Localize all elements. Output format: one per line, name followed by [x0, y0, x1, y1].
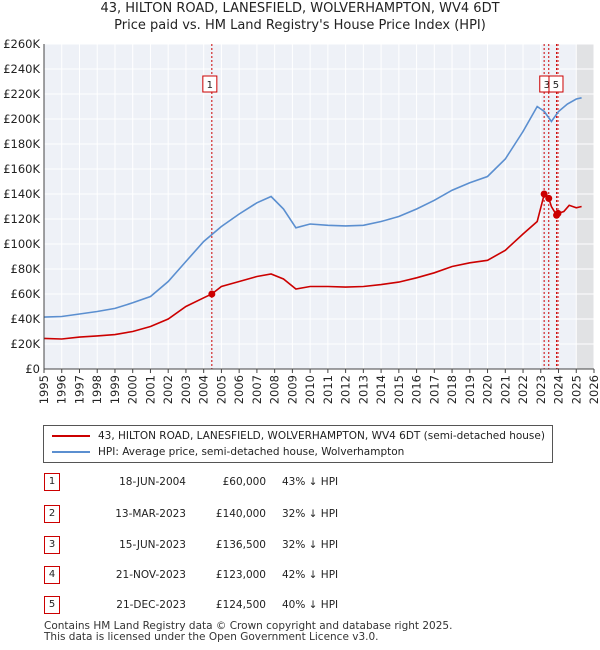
x-tick-label: 2013: [356, 375, 370, 404]
x-tick-label: 2020: [481, 375, 495, 404]
sale-date: 21-DEC-2023: [116, 599, 186, 611]
chart-title: 43, HILTON ROAD, LANESFIELD, WOLVERHAMPT…: [100, 1, 500, 16]
sale-label-box: 5: [548, 75, 564, 93]
x-tick-label: 2010: [303, 375, 317, 404]
sale-date: 18-JUN-2004: [119, 476, 186, 488]
x-tick-label: 1995: [37, 375, 51, 404]
x-tick-label: 2015: [392, 375, 406, 404]
x-tick-label: 2017: [427, 375, 441, 404]
x-tick-label: 2011: [321, 375, 335, 404]
x-tick-label: 1996: [55, 375, 69, 404]
sale-hpi-diff: 43% ↓ HPI: [282, 476, 339, 488]
sale-point: [208, 290, 216, 298]
sale-price: £60,000: [222, 476, 266, 488]
sale-number-badge: 3: [44, 536, 60, 554]
legend-item-hpi: HPI: Average price, semi-detached house,…: [52, 444, 404, 460]
sale-label-box: 1: [202, 75, 218, 93]
x-tick-label: 1997: [72, 375, 86, 404]
sale-price: £124,500: [215, 599, 266, 611]
sale-hpi-diff: 32% ↓ HPI: [282, 508, 339, 520]
y-tick-label: £60K: [11, 287, 41, 301]
sale-date: 21-NOV-2023: [115, 569, 186, 581]
x-tick-label: 2023: [534, 375, 548, 404]
x-tick-label: 2008: [268, 375, 282, 404]
sale-label-text: 3: [544, 80, 550, 91]
sale-point: [545, 194, 553, 202]
sale-hpi-diff: 40% ↓ HPI: [282, 599, 339, 611]
sale-label-text: 5: [553, 80, 559, 91]
legend-label-property: 43, HILTON ROAD, LANESFIELD, WOLVERHAMPT…: [98, 430, 545, 442]
x-tick-label: 2001: [143, 375, 157, 404]
sale-hpi-diff: 42% ↓ HPI: [282, 569, 339, 581]
sale-price: £136,500: [215, 539, 266, 551]
y-tick-label: £240K: [3, 62, 40, 76]
table-row: 5 21-DEC-2023 £124,500 40% ↓ HPI: [0, 596, 600, 614]
table-row: 4 21-NOV-2023 £123,000 42% ↓ HPI: [0, 566, 600, 584]
x-tick-label: 2024: [552, 375, 566, 404]
sale-hpi-diff: 32% ↓ HPI: [282, 539, 339, 551]
sale-price: £140,000: [215, 508, 266, 520]
x-tick-label: 2025: [569, 375, 583, 404]
x-tick-label: 2002: [161, 375, 175, 404]
x-tick-label: 2014: [374, 375, 388, 404]
sale-number-badge: 2: [44, 505, 60, 523]
sale-price: £123,000: [215, 569, 266, 581]
x-tick-label: 2018: [445, 375, 459, 404]
y-tick-label: £260K: [3, 37, 40, 51]
y-tick-label: £220K: [3, 87, 40, 101]
x-tick-label: 2007: [250, 375, 264, 404]
y-tick-label: £20K: [11, 337, 41, 351]
x-tick-label: 2009: [285, 375, 299, 404]
y-tick-label: £200K: [3, 112, 40, 126]
legend: 43, HILTON ROAD, LANESFIELD, WOLVERHAMPT…: [43, 425, 553, 463]
x-tick-label: 2019: [463, 375, 477, 404]
y-tick-label: £40K: [11, 312, 41, 326]
table-row: 1 18-JUN-2004 £60,000 43% ↓ HPI: [0, 473, 600, 491]
y-tick-label: £100K: [3, 237, 40, 251]
legend-swatch-hpi: [52, 451, 90, 453]
table-row: 2 13-MAR-2023 £140,000 32% ↓ HPI: [0, 505, 600, 523]
footer-licence: This data is licensed under the Open Gov…: [44, 631, 379, 643]
sale-number-badge: 5: [44, 596, 60, 614]
x-tick-label: 2022: [516, 375, 530, 404]
legend-swatch-property: [52, 435, 90, 437]
x-tick-label: 1998: [90, 375, 104, 404]
chart-subtitle: Price paid vs. HM Land Registry's House …: [114, 18, 486, 33]
sale-number-badge: 4: [44, 566, 60, 584]
sale-date: 13-MAR-2023: [115, 508, 186, 520]
legend-label-hpi: HPI: Average price, semi-detached house,…: [98, 446, 405, 458]
x-tick-label: 1999: [108, 375, 122, 404]
x-tick-label: 2005: [214, 375, 228, 404]
sale-label-border: [202, 75, 218, 93]
legend-item-property: 43, HILTON ROAD, LANESFIELD, WOLVERHAMPT…: [52, 428, 545, 444]
table-row: 3 15-JUN-2023 £136,500 32% ↓ HPI: [0, 536, 600, 554]
y-tick-label: £0: [25, 362, 40, 376]
x-tick-label: 2021: [498, 375, 512, 404]
y-tick-label: £160K: [3, 162, 40, 176]
sale-label-text: 1: [207, 80, 213, 91]
sale-point: [554, 209, 562, 217]
footer: Contains HM Land Registry data © Crown c…: [44, 621, 452, 643]
sale-point: [540, 190, 548, 198]
x-tick-label: 2006: [232, 375, 246, 404]
y-tick-label: £180K: [3, 137, 40, 151]
price-chart: £0 £20K £40K £60K £80K £100K £120K £140K £160K £1…: [3, 37, 600, 404]
sale-number-badge: 1: [44, 473, 60, 491]
y-tick-label: £140K: [3, 187, 40, 201]
plot-area: [44, 44, 594, 369]
x-tick-label: 2004: [197, 375, 211, 404]
x-tick-label: 2016: [410, 375, 424, 404]
sale-label-border: [548, 75, 564, 93]
x-tick-label: 2026: [587, 375, 600, 404]
y-tick-label: £80K: [11, 262, 41, 276]
y-tick-label: £120K: [3, 212, 40, 226]
sale-date: 15-JUN-2023: [119, 539, 186, 551]
x-tick-label: 2000: [126, 375, 140, 404]
footer-copyright: Contains HM Land Registry data © Crown c…: [44, 620, 453, 632]
hpi-line: [43, 97, 582, 318]
forecast-shade: [576, 44, 594, 369]
x-tick-label: 2003: [179, 375, 193, 404]
property-price-line: [43, 192, 582, 340]
x-tick-label: 2012: [339, 375, 353, 404]
